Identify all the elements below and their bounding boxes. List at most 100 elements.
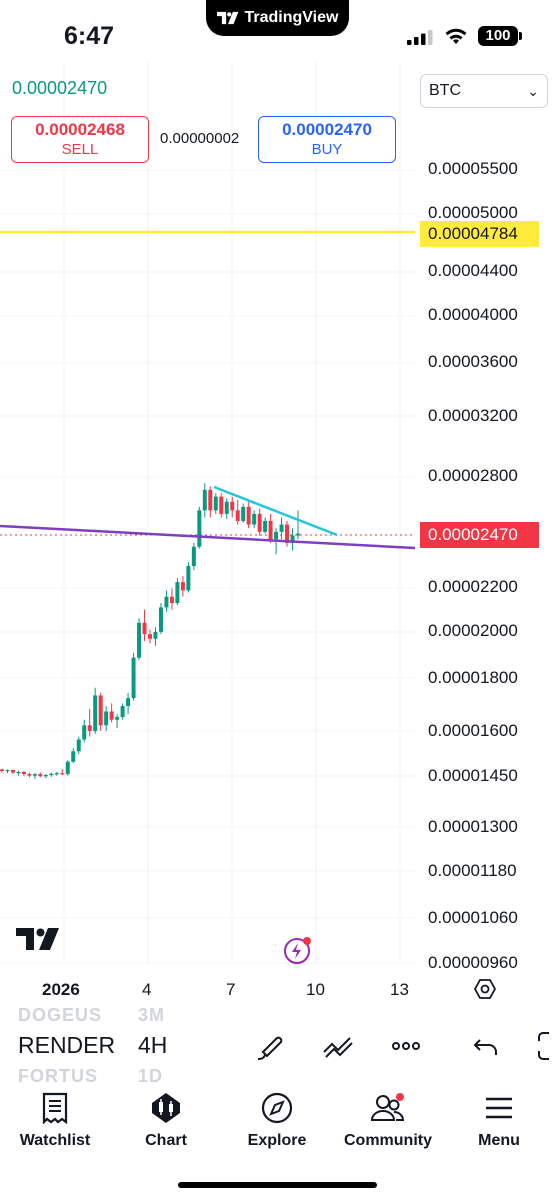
status-bar: 6:47 TradingView 100 (0, 0, 555, 70)
currency-select[interactable]: BTC ⌄ (420, 74, 548, 108)
undo-icon[interactable] (470, 1030, 502, 1062)
flash-notification-icon[interactable] (283, 935, 313, 965)
candle (208, 486, 213, 518)
candle-body (235, 510, 240, 521)
candle (202, 483, 207, 518)
fullscreen-icon[interactable] (535, 1030, 555, 1062)
candle (93, 687, 98, 734)
price-axis-label: 0.00002800 (428, 466, 518, 485)
candle-body (87, 725, 92, 731)
candle (268, 513, 273, 543)
candle (169, 588, 174, 610)
tab-chart[interactable]: Chart (111, 1092, 221, 1162)
price-axis-label: 0.00004000 (428, 305, 518, 324)
candle-body (32, 774, 37, 776)
candle-body (180, 582, 185, 591)
time-axis-label: 13 (390, 980, 409, 999)
candle (109, 703, 114, 723)
community-icon (370, 1093, 405, 1121)
current-price-label: 0.00002470 (420, 522, 539, 548)
interval-selector[interactable]: 4H (138, 1032, 168, 1058)
tab-watchlist[interactable]: Watchlist (0, 1092, 110, 1162)
candle (60, 769, 65, 776)
candle (164, 590, 169, 612)
horizontal-line-price-label: 0.00004784 (420, 221, 539, 247)
candle-body (54, 773, 59, 775)
chart-settings-icon[interactable] (474, 978, 496, 1000)
candle-body (43, 775, 48, 777)
candle (115, 714, 120, 729)
tab-explore[interactable]: Explore (222, 1092, 332, 1162)
chart-canvas[interactable] (0, 0, 555, 1010)
price-axis-label: 0.00003600 (428, 352, 518, 371)
tab-community[interactable]: Community (333, 1092, 443, 1162)
candle-body (76, 739, 81, 752)
candle-body (126, 698, 131, 707)
candle (219, 493, 224, 518)
candle-body (142, 622, 147, 635)
candle (104, 706, 109, 731)
candle (191, 542, 196, 571)
tab-label: Chart (145, 1132, 187, 1149)
tab-label: Watchlist (19, 1132, 91, 1149)
more-options-icon[interactable] (390, 1030, 422, 1062)
spread-value: 0.00000002 (160, 130, 240, 147)
trend-drawing-tools-icon[interactable] (322, 1030, 354, 1062)
candle (137, 618, 142, 661)
candle-body (153, 631, 158, 639)
time-axis-label: 10 (306, 980, 325, 999)
battery-indicator: 100 (478, 26, 518, 46)
time-axis-label: 2026 (42, 980, 80, 999)
candle (5, 769, 10, 774)
candle-body (158, 607, 163, 632)
tradingview-watermark-icon[interactable] (16, 928, 60, 950)
candle (49, 772, 54, 777)
candle (126, 692, 131, 715)
candle (186, 562, 191, 593)
buy-button[interactable]: 0.00002470 BUY (258, 116, 396, 163)
interval-picker-prev: 3M (138, 1005, 166, 1025)
buy-price: 0.00002470 (282, 120, 372, 139)
candlestick-series (0, 483, 300, 779)
candle (82, 719, 87, 743)
candle-body (120, 706, 125, 717)
price-axis-label: 0.00004400 (428, 261, 518, 280)
home-indicator (178, 1182, 377, 1188)
watchlist-icon (42, 1092, 68, 1124)
cellular-signal-icon (407, 30, 433, 45)
candle-body (274, 531, 279, 540)
candle-body (257, 513, 262, 532)
sell-button[interactable]: 0.00002468 SELL (11, 116, 149, 163)
hamburger-icon (486, 1097, 512, 1119)
candle (98, 692, 103, 731)
candle-body (169, 596, 174, 604)
last-price-display: 0.00002470 (12, 78, 108, 98)
price-axis-label: 0.00001600 (428, 721, 518, 740)
resistance-trendline (213, 485, 338, 537)
candle (148, 629, 152, 644)
brush-drawing-icon[interactable] (255, 1030, 287, 1062)
candle-body (82, 725, 87, 740)
candle-body (197, 510, 202, 547)
candle-body (137, 622, 142, 658)
candle (16, 770, 21, 776)
candle (213, 493, 218, 514)
candle-body (16, 771, 21, 774)
candle-body (175, 582, 180, 604)
candle (54, 771, 59, 776)
candle-body (246, 506, 251, 525)
symbol-selector[interactable]: RENDER (18, 1032, 116, 1058)
candle-body (71, 751, 76, 762)
candle-body (21, 771, 26, 775)
candle (87, 708, 92, 737)
candle-body (65, 761, 70, 775)
candle-body (290, 535, 295, 543)
tab-menu[interactable]: Menu (444, 1092, 554, 1162)
candle (10, 769, 15, 775)
candle (71, 748, 76, 764)
sell-price: 0.00002468 (35, 120, 125, 139)
candle-body (93, 695, 98, 731)
price-axis-label: 0.00000960 (428, 953, 518, 972)
interval-picker-next: 1D (138, 1066, 164, 1086)
candle (120, 703, 125, 720)
